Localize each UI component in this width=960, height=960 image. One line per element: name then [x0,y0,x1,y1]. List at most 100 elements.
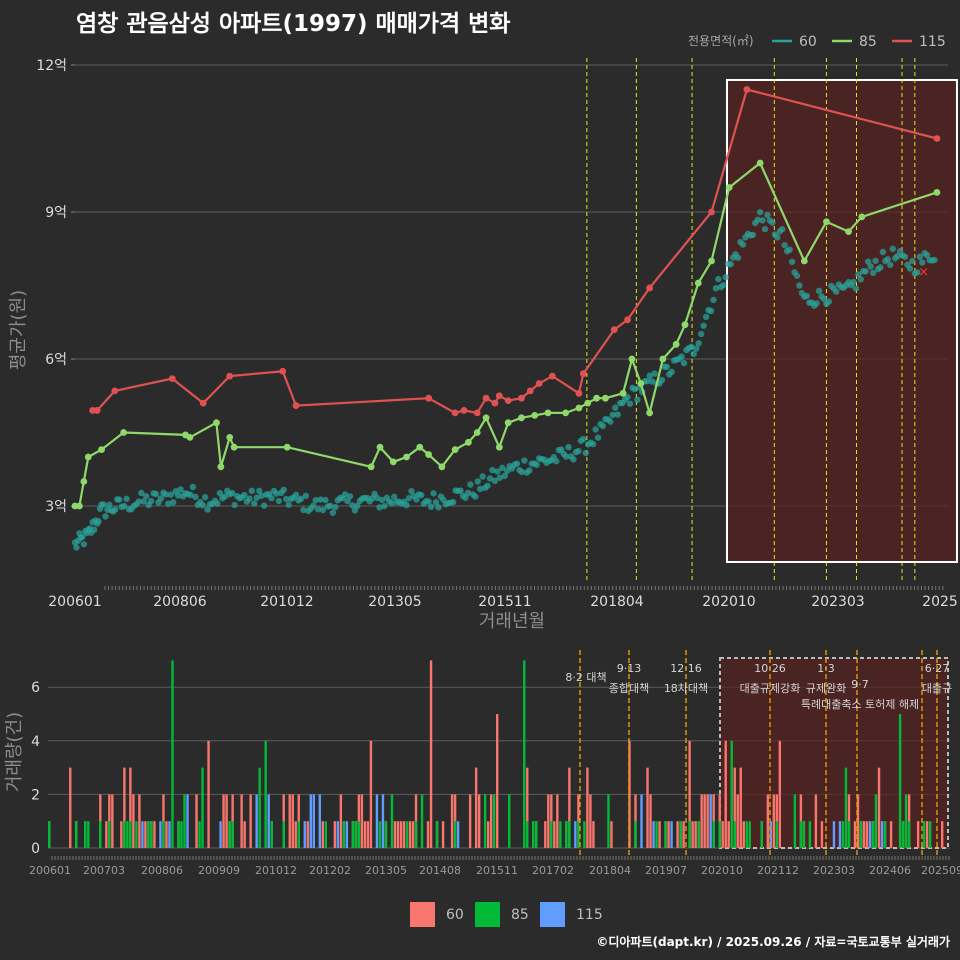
volume-bar-85 [48,821,51,848]
volume-bar-115 [880,821,884,848]
point-85 [531,411,539,419]
x-tick-label: 200703 [83,864,125,877]
cross-marker: × [918,265,929,280]
point-115 [708,208,715,216]
volume-bar-115 [456,821,460,848]
volume-bar-60 [724,740,727,848]
volume-bar-85 [508,794,511,848]
volume-bar-60 [592,821,595,848]
point-60 [378,496,386,504]
volume-bar-85 [844,767,848,848]
legend-label-115: 115 [919,34,946,50]
volume-bar-85 [664,821,667,848]
point-85 [593,394,600,402]
volume-bar-60 [426,821,430,848]
point-60 [761,225,769,233]
legend-label-85: 85 [859,34,877,50]
volume-bar-60 [243,821,246,848]
volume-bar-60 [129,767,132,848]
volume-bar-60 [556,794,559,848]
volume-bar-60 [925,821,929,848]
volume-bar-60 [333,821,337,848]
point-60 [216,489,224,497]
point-85 [482,414,490,422]
point-60 [354,502,361,510]
point-60 [418,491,425,499]
point-60 [80,541,88,548]
point-85 [845,228,852,236]
volume-bar-85 [907,821,911,848]
point-60 [715,275,722,283]
volume-bar-60 [700,794,703,848]
volume-bar-115 [769,821,773,848]
volume-bar-60 [144,821,147,848]
volume-bar-60 [727,821,730,848]
point-60 [425,498,432,505]
point-60 [609,411,616,419]
volume-bar-85 [384,821,388,848]
point-115 [482,394,490,402]
volume-bar-115 [255,794,258,848]
point-85 [518,414,525,422]
volume-bar-85 [922,821,926,848]
x-tick-label: 201804 [590,594,644,610]
point-85 [226,434,234,441]
volume-bar-60 [486,821,490,848]
point-60 [165,500,172,507]
point-60 [391,493,398,501]
volume-bar-115 [381,794,385,848]
point-60 [825,298,833,305]
volume-bar-115 [574,821,577,848]
volume-bar-60 [676,821,679,848]
volume-bar-85 [150,821,153,848]
volume-bar-60 [321,821,325,848]
event-date: 9·7 [851,678,869,691]
event-date: 1·3 [817,662,835,675]
volume-bar-85 [802,821,806,848]
event-date: 9·13 [617,662,642,675]
point-85 [213,419,220,427]
point-60 [526,467,533,474]
volume-bar-85 [730,740,733,848]
volume-bar-60 [739,767,742,848]
series-line-85 [75,161,938,508]
point-60 [90,526,98,533]
volume-bar-85 [808,821,812,848]
point-60 [688,343,695,351]
point-60 [310,502,317,509]
point-60 [710,296,717,304]
volume-bar-60 [589,794,592,848]
point-85 [416,443,424,451]
point-60 [879,248,887,256]
volume-bar-85 [568,821,571,848]
volume-bar-60 [916,821,920,848]
point-60 [663,363,671,371]
volume-bar-85 [679,821,682,848]
point-85 [120,429,128,436]
point-60 [813,300,820,307]
y-tick-label: 2 [31,787,40,803]
x-tick-label: 202112 [757,864,799,877]
volume-bar-60 [225,794,228,848]
volume-bar-85 [532,821,535,848]
volume-bar-60 [778,740,782,848]
x-tick-label: 202303 [811,594,864,610]
point-60 [464,489,472,497]
point-85 [367,463,375,471]
volume-bar-85 [162,821,165,848]
point-60 [788,258,796,266]
volume-bar-60 [862,821,866,848]
point-60 [462,494,469,501]
x-tick-label: 201804 [589,864,631,877]
point-60 [680,359,688,367]
point-115 [292,402,300,409]
x-tick-label: 201511 [476,864,518,877]
volume-bar-85 [523,660,526,848]
point-115 [473,409,481,417]
volume-bar-85 [745,821,748,848]
y-tick-label: 9억 [45,205,67,221]
volume-bar-85 [177,821,180,848]
point-115 [199,399,207,407]
point-85 [659,355,667,363]
point-60 [123,495,130,503]
